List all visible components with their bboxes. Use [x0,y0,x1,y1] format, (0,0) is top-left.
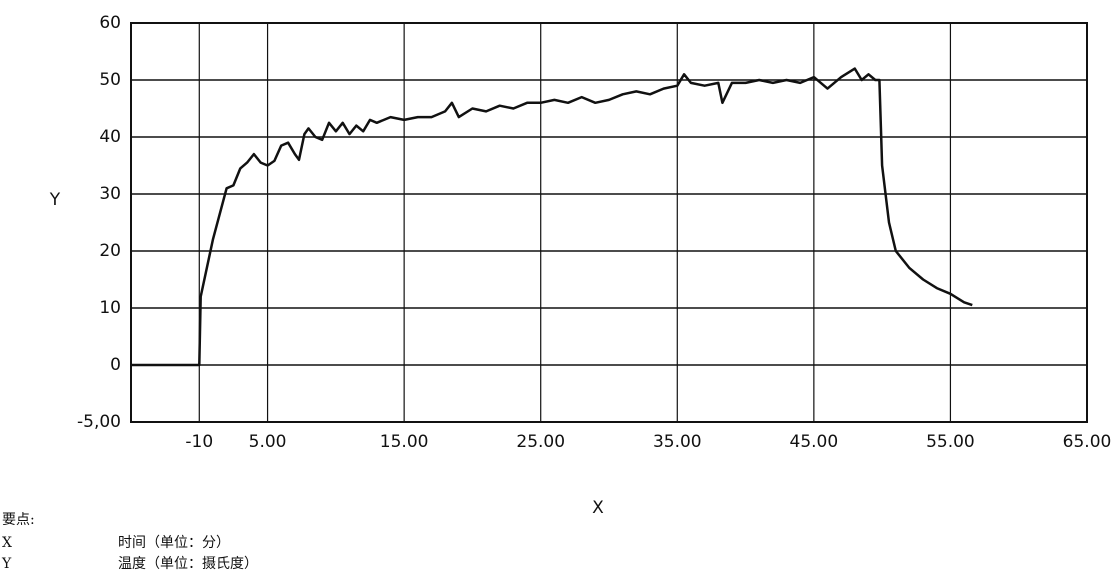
key-symbol: X [2,535,12,551]
y-tick-label: 10 [99,298,121,318]
x-tick-label: -10 [185,432,213,452]
y-tick-label: 20 [99,241,121,261]
x-tick-label: 45.00 [790,432,839,452]
plot-frame [130,22,1088,423]
key-title: 要点: [2,512,35,528]
key-text: 温度（单位：摄氏度） [118,556,258,572]
data-line [131,67,973,367]
x-axis-label: X [592,498,604,518]
y-tick-label: 60 [99,13,121,33]
x-tick-label: 5.00 [249,432,287,452]
y-tick-label: -5,00 [77,412,121,432]
x-tick-label: 15.00 [380,432,429,452]
y-tick-label: 40 [99,127,121,147]
x-tick-label: 55.00 [926,432,975,452]
y-tick-label: 30 [99,184,121,204]
y-tick-label: 50 [99,70,121,90]
key-text: 时间（单位：分） [118,535,230,551]
x-tick-label: 35.00 [653,432,702,452]
y-axis-label: Y [49,190,61,210]
y-tick-label: 0 [110,355,121,375]
x-tick-label: 25.00 [516,432,565,452]
x-tick-label: 65.00 [1063,432,1111,452]
key-symbol: Y [1,556,12,572]
